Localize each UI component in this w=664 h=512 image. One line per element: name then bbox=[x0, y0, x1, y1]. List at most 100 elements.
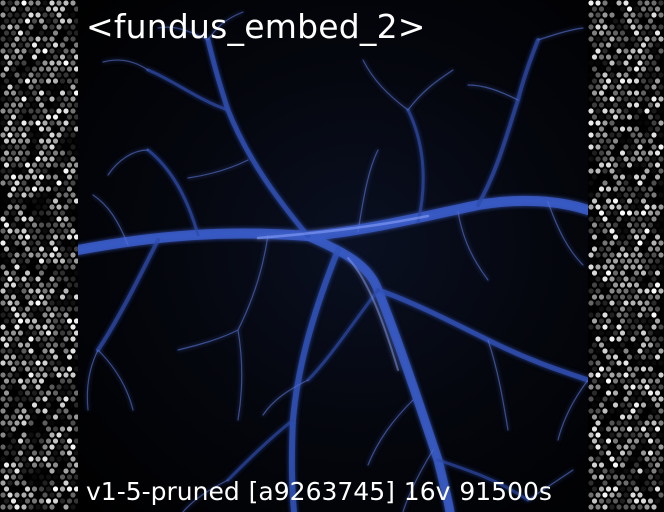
noise-dot bbox=[28, 144, 34, 150]
noise-dot bbox=[56, 300, 62, 306]
noise-dot bbox=[644, 348, 650, 354]
noise-dot bbox=[0, 288, 6, 294]
noise-dot bbox=[14, 252, 20, 258]
noise-dot bbox=[10, 42, 17, 48]
noise-dot bbox=[658, 444, 664, 450]
noise-dot bbox=[591, 186, 598, 192]
noise-dot bbox=[38, 6, 45, 12]
noise-dot bbox=[633, 450, 640, 456]
noise-dot bbox=[647, 102, 654, 108]
noise-dot bbox=[619, 90, 626, 96]
noise-dot bbox=[31, 258, 38, 264]
noise-dot bbox=[24, 342, 31, 348]
noise-dot bbox=[24, 414, 31, 420]
noise-dot bbox=[637, 0, 643, 6]
noise-dot bbox=[616, 264, 622, 270]
noise-dot bbox=[42, 0, 48, 6]
noise-dot bbox=[626, 6, 633, 12]
noise-dot bbox=[56, 288, 62, 294]
noise-dot bbox=[0, 408, 6, 414]
noise-dot bbox=[70, 276, 76, 282]
noise-dot bbox=[21, 384, 27, 390]
noise-dot bbox=[35, 0, 41, 6]
noise-dot bbox=[651, 360, 657, 366]
noise-dot bbox=[595, 204, 601, 210]
noise-dot bbox=[637, 276, 643, 282]
noise-dot bbox=[7, 240, 13, 246]
noise-dot bbox=[598, 414, 605, 420]
noise-dot bbox=[654, 6, 661, 12]
noise-dot bbox=[59, 114, 66, 120]
noise-dot bbox=[35, 108, 41, 114]
noise-dot bbox=[612, 150, 619, 156]
noise-dot bbox=[612, 54, 619, 60]
noise-dot bbox=[654, 306, 661, 312]
noise-dot bbox=[24, 90, 31, 96]
noise-dot bbox=[21, 72, 27, 78]
noise-dot bbox=[7, 456, 13, 462]
noise-dot bbox=[609, 72, 615, 78]
noise-dot bbox=[647, 498, 654, 504]
noise-dot bbox=[647, 342, 654, 348]
noise-dot bbox=[42, 492, 48, 498]
noise-dot bbox=[640, 282, 647, 288]
noise-dot bbox=[623, 216, 629, 222]
noise-dot bbox=[42, 156, 48, 162]
noise-dot bbox=[588, 348, 594, 354]
noise-dot bbox=[619, 78, 626, 84]
noise-dot bbox=[626, 186, 633, 192]
noise-dot bbox=[24, 486, 31, 492]
noise-dot bbox=[644, 300, 650, 306]
noise-dot bbox=[595, 156, 601, 162]
noise-dot bbox=[28, 60, 34, 66]
noise-dot bbox=[616, 312, 622, 318]
noise-dot bbox=[598, 18, 605, 24]
noise-dot bbox=[70, 384, 76, 390]
noise-dot bbox=[52, 18, 59, 24]
noise-dot bbox=[21, 312, 27, 318]
noise-dot bbox=[602, 60, 608, 66]
noise-dot bbox=[73, 222, 78, 228]
noise-dot bbox=[595, 264, 601, 270]
noise-dot bbox=[644, 48, 650, 54]
noise-dot bbox=[28, 504, 34, 510]
noise-dot bbox=[24, 174, 31, 180]
noise-dot bbox=[602, 0, 608, 6]
noise-dot bbox=[595, 48, 601, 54]
noise-dot bbox=[70, 252, 76, 258]
noise-dot bbox=[658, 60, 664, 66]
noise-dot bbox=[45, 450, 52, 456]
noise-dot bbox=[658, 408, 664, 414]
noise-dot bbox=[595, 324, 601, 330]
noise-dot bbox=[38, 150, 45, 156]
noise-dot bbox=[17, 138, 24, 144]
noise-dot bbox=[612, 258, 619, 264]
noise-dot bbox=[42, 480, 48, 486]
noise-dot bbox=[14, 456, 20, 462]
noise-dot bbox=[626, 330, 633, 336]
noise-dot bbox=[45, 474, 52, 480]
noise-dot bbox=[598, 150, 605, 156]
noise-dot bbox=[647, 66, 654, 72]
noise-dot bbox=[0, 264, 6, 270]
noise-dot bbox=[59, 234, 66, 240]
noise-dot bbox=[658, 24, 664, 30]
noise-dot bbox=[10, 450, 17, 456]
noise-dot bbox=[70, 396, 76, 402]
noise-dot bbox=[626, 258, 633, 264]
noise-dot bbox=[612, 498, 619, 504]
noise-dot bbox=[595, 372, 601, 378]
noise-dot bbox=[612, 102, 619, 108]
noise-dot bbox=[3, 138, 10, 144]
noise-dot bbox=[66, 462, 73, 468]
noise-dot bbox=[49, 96, 55, 102]
noise-dot bbox=[63, 408, 69, 414]
noise-dot bbox=[654, 30, 661, 36]
noise-dot bbox=[66, 210, 73, 216]
noise-dot bbox=[0, 396, 6, 402]
noise-dot bbox=[637, 288, 643, 294]
noise-dot bbox=[630, 360, 636, 366]
noise-dot bbox=[35, 48, 41, 54]
noise-dot bbox=[605, 222, 612, 228]
